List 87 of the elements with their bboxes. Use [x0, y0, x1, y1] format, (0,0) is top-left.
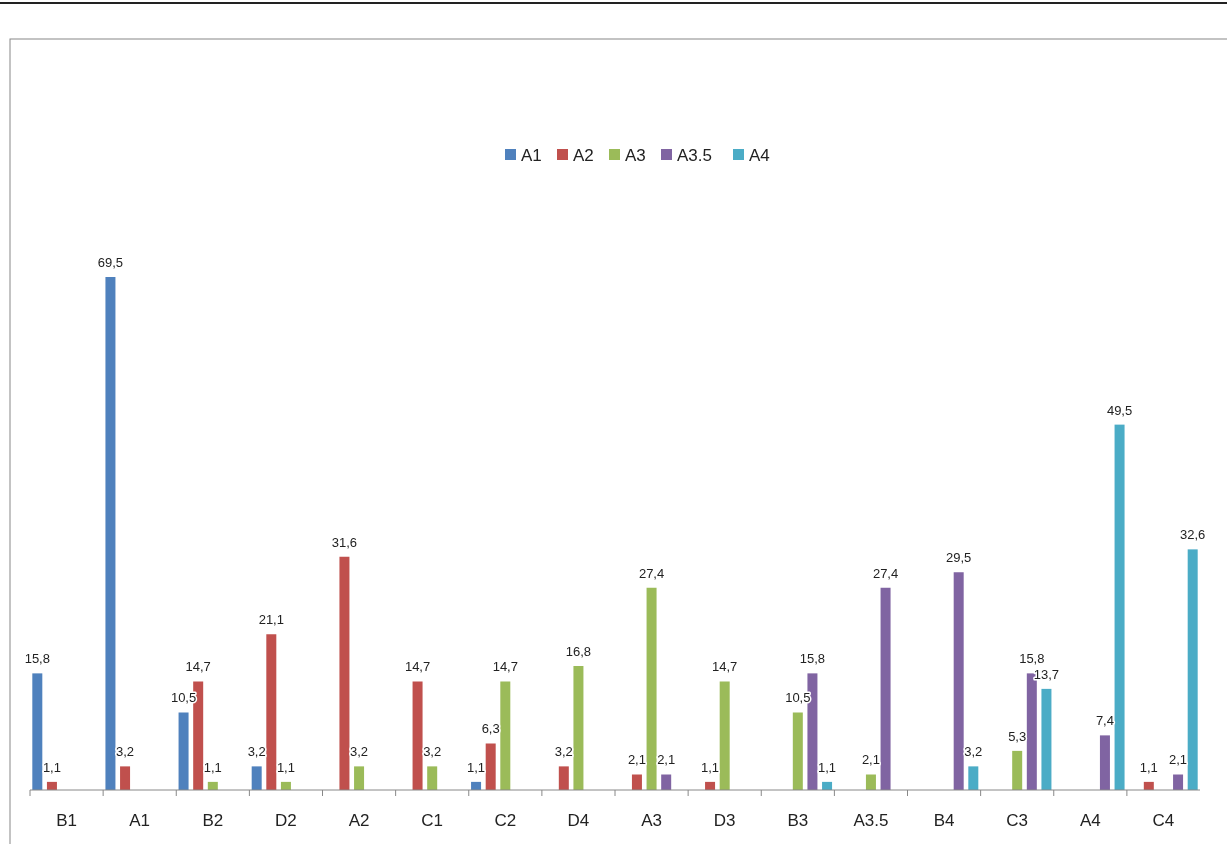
data-label: 49,5: [1106, 402, 1133, 418]
data-label: 2,1: [657, 752, 676, 768]
data-label: 3,2: [423, 744, 442, 760]
x-tick-label: D4: [567, 811, 590, 830]
bar: [719, 681, 730, 790]
bar: [1187, 549, 1198, 790]
data-label: 2,1: [861, 752, 880, 768]
data-label: 3,2: [247, 744, 266, 760]
bar: [32, 673, 43, 790]
x-tick-label: C3: [1006, 811, 1029, 830]
bar: [573, 665, 584, 790]
data-label: 13,7: [1033, 666, 1060, 682]
data-label: 7,4: [1095, 713, 1114, 729]
bar: [251, 766, 262, 790]
data-label: 3,2: [964, 744, 983, 760]
x-tick-label: C4: [1152, 811, 1175, 830]
bar: [646, 587, 657, 790]
x-tick-label: D3: [713, 811, 736, 830]
data-label: 21,1: [258, 612, 284, 628]
data-label: 1,1: [42, 759, 61, 775]
x-tick-label: A4: [1079, 811, 1101, 830]
bar: [1114, 424, 1125, 790]
bar: [1173, 774, 1184, 790]
bar: [120, 766, 131, 790]
data-label: 14,7: [404, 659, 431, 675]
data-label: 1,1: [701, 759, 720, 775]
legend-label: A1: [521, 146, 542, 165]
data-label: 1,1: [1139, 759, 1158, 775]
data-label: 32,6: [1180, 527, 1206, 543]
x-tick-label: C2: [494, 811, 517, 830]
x-tick-label: B4: [933, 811, 955, 830]
bar: [661, 774, 672, 790]
data-label: 14,7: [492, 659, 518, 675]
data-label: 15,8: [799, 651, 826, 667]
x-tick-label: C1: [421, 811, 444, 830]
legend-label: A3: [625, 146, 646, 165]
bar: [1012, 750, 1023, 790]
data-label: 15,8: [24, 651, 50, 667]
data-label: 16,8: [565, 643, 592, 659]
data-label: 1,1: [467, 759, 486, 775]
data-label: 3,2: [554, 744, 573, 760]
data-label: 27,4: [872, 565, 899, 581]
bar: [1099, 735, 1110, 790]
legend-label: A3.5: [677, 146, 712, 165]
x-tick-label: A3.5: [853, 811, 889, 830]
x-tick-label: D2: [275, 811, 297, 830]
bar: [105, 277, 116, 790]
bar: [412, 681, 423, 790]
data-label: 1,1: [276, 759, 295, 775]
bar: [953, 572, 964, 790]
bar: [354, 766, 365, 790]
data-label: 3,2: [116, 744, 135, 760]
bar: [1041, 688, 1052, 790]
x-tick-label: A3: [641, 811, 662, 830]
bar: [427, 766, 438, 790]
data-label: 2,1: [627, 752, 646, 768]
bar: [178, 712, 189, 790]
x-tick-label: B3: [787, 811, 809, 830]
data-label: 14,7: [185, 659, 211, 675]
x-tick-label: A1: [129, 811, 151, 830]
bar: [865, 774, 876, 790]
data-label: 31,6: [331, 534, 358, 550]
data-label: 1,1: [818, 759, 837, 775]
x-tick-label: B2: [202, 811, 224, 830]
legend-label: A2: [573, 146, 594, 165]
bar: [880, 587, 891, 790]
data-label: 27,4: [638, 565, 665, 581]
data-label: 15,8: [1019, 651, 1045, 667]
bar: [558, 766, 569, 790]
bar: [631, 774, 642, 790]
legend-label: A4: [749, 146, 770, 165]
bar: [968, 766, 979, 790]
data-label: 14,7: [712, 659, 738, 675]
data-label: 3,2: [350, 744, 369, 760]
bar: [339, 556, 350, 790]
data-label: 2,1: [1169, 752, 1188, 768]
data-label: 6,3: [481, 721, 500, 737]
x-tick-label: B1: [56, 811, 77, 830]
data-label: 29,5: [946, 550, 972, 566]
bar: [266, 634, 277, 790]
data-label: 5,3: [1008, 728, 1027, 744]
data-label: 69,5: [97, 255, 124, 270]
bar: [792, 712, 803, 790]
x-tick-label: A2: [348, 811, 370, 830]
bar: [500, 681, 511, 790]
bar: [485, 743, 496, 790]
data-label: 1,1: [203, 759, 222, 775]
